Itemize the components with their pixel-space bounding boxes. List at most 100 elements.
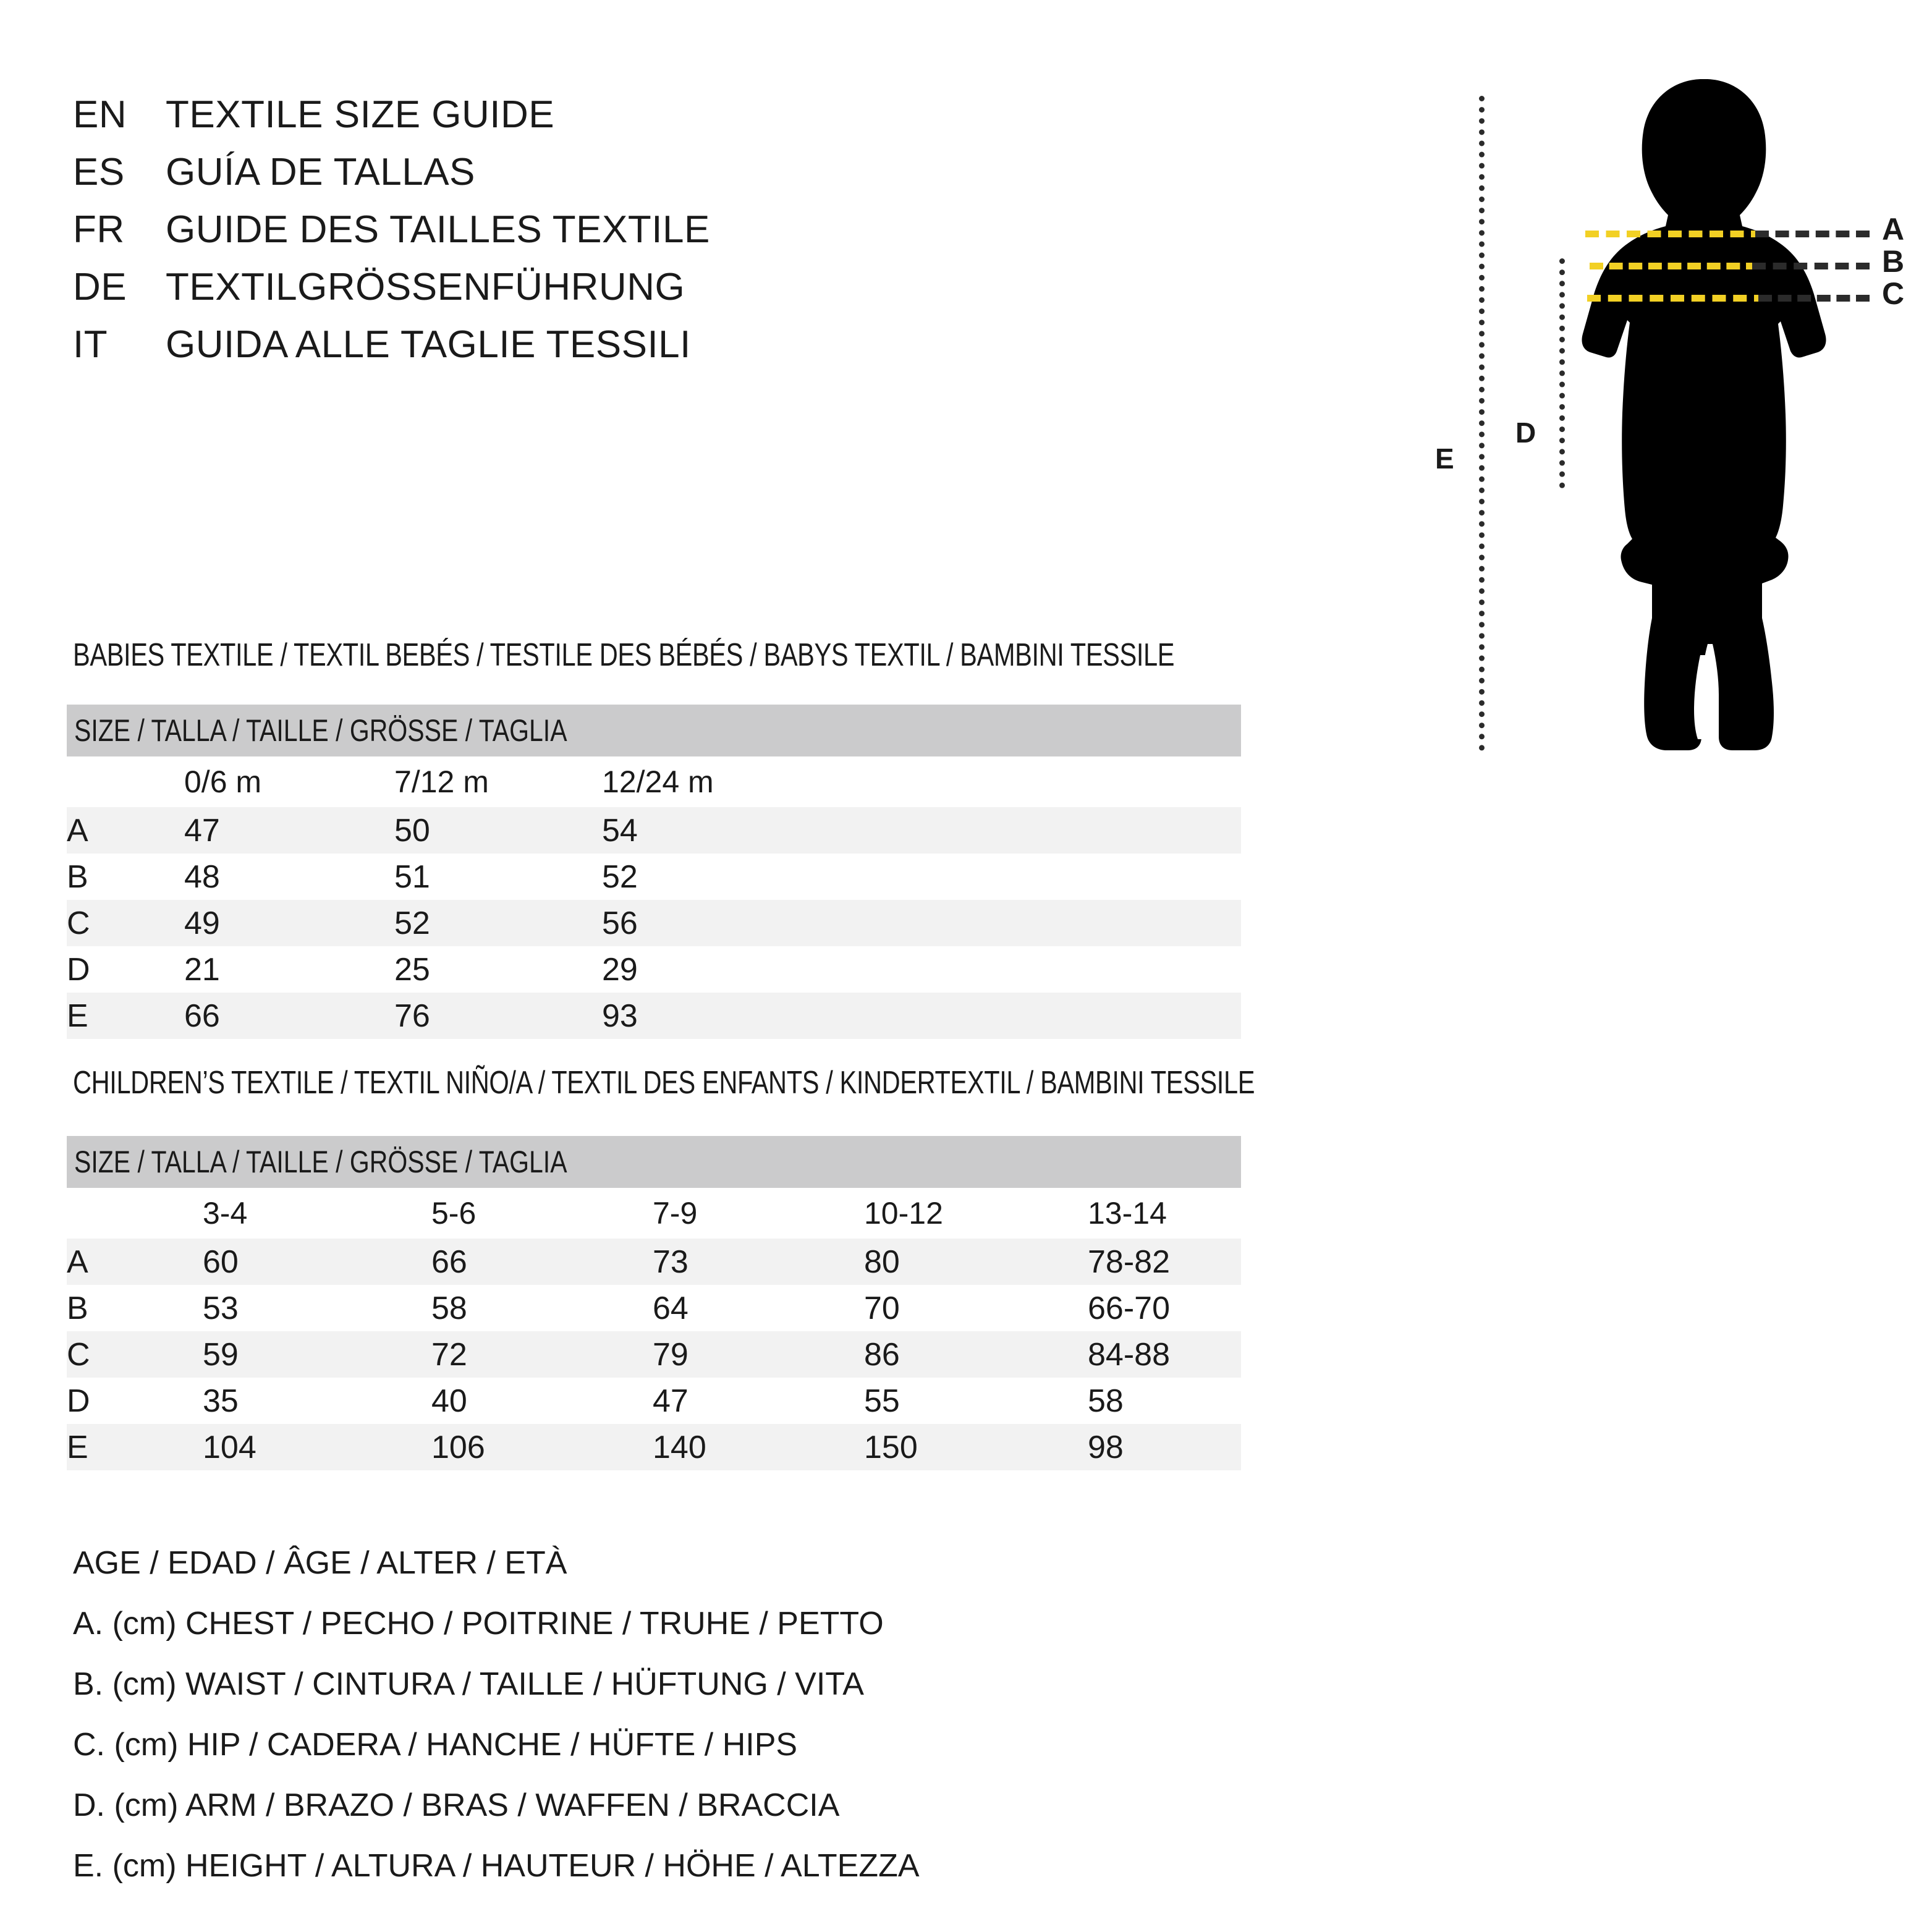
babies-cell-c-2: 56 xyxy=(602,900,1242,946)
babies-cell-a-0: 47 xyxy=(184,807,394,854)
children-cell-e-4: 98 xyxy=(1088,1424,1242,1470)
children-band-label: SIZE / TALLA / TAILLE / GRÖSSE / TAGLIA xyxy=(67,1136,1242,1188)
language-title-en: TEXTILE SIZE GUIDE xyxy=(166,93,555,136)
language-code-fr: FR xyxy=(73,208,125,251)
babies-size-table: SIZE / TALLA / TAILLE / GRÖSSE / TAGLIA … xyxy=(67,705,1242,1039)
children-cell-a-0: 60 xyxy=(203,1239,431,1285)
children-cell-d-4: 58 xyxy=(1088,1378,1242,1424)
table-row: B 53 58 64 70 66-70 xyxy=(67,1285,1242,1331)
language-row-es: ES GUÍA DE TALLAS xyxy=(73,150,1062,208)
table-row: A 47 50 54 xyxy=(67,807,1242,854)
chest-measure-line xyxy=(1585,231,1765,237)
language-title-de: TEXTILGRÖSSENFÜHRUNG xyxy=(166,266,685,308)
children-colhead-blank xyxy=(67,1188,203,1239)
legend-item-b: B. (cm) WAIST / CINTURA / TAILLE / HÜFTU… xyxy=(73,1666,864,1702)
children-cell-c-0: 59 xyxy=(203,1331,431,1378)
table-row: D 21 25 29 xyxy=(67,946,1242,993)
children-cell-a-2: 73 xyxy=(653,1239,864,1285)
babies-row-label-e: E xyxy=(67,993,184,1039)
language-title-it: GUIDA ALLE TAGLIE TESSILI xyxy=(166,323,691,366)
children-cell-d-1: 40 xyxy=(431,1378,653,1424)
children-cell-d-2: 47 xyxy=(653,1378,864,1424)
children-cell-b-0: 53 xyxy=(203,1285,431,1331)
children-row-label-d: D xyxy=(67,1378,203,1424)
babies-cell-d-2: 29 xyxy=(602,946,1242,993)
children-cell-c-3: 86 xyxy=(864,1331,1088,1378)
children-row-label-e: E xyxy=(67,1424,203,1470)
children-cell-d-0: 35 xyxy=(203,1378,431,1424)
babies-cell-e-0: 66 xyxy=(184,993,394,1039)
table-row: A 60 66 73 80 78-82 xyxy=(67,1239,1242,1285)
height-dimension-label: E xyxy=(1435,443,1454,475)
children-cell-a-3: 80 xyxy=(864,1239,1088,1285)
table-row: E 66 76 93 xyxy=(67,993,1242,1039)
waist-measure-line xyxy=(1590,263,1760,269)
table-row: C 49 52 56 xyxy=(67,900,1242,946)
measurement-legend: AGE / EDAD / ÂGE / ALTER / ETÀ A. (cm) C… xyxy=(73,1533,1124,1896)
children-cell-c-4: 84-88 xyxy=(1088,1331,1242,1378)
children-size-table: SIZE / TALLA / TAILLE / GRÖSSE / TAGLIA … xyxy=(67,1136,1242,1470)
language-row-fr: FR GUIDE DES TAILLES TEXTILE xyxy=(73,208,1062,265)
legend-item-e: E. (cm) HEIGHT / ALTURA / HAUTEUR / HÖHE… xyxy=(73,1848,920,1884)
waist-label-b: B xyxy=(1882,244,1905,279)
language-row-en: EN TEXTILE SIZE GUIDE xyxy=(73,93,1062,150)
babies-cell-d-0: 21 xyxy=(184,946,394,993)
babies-cell-c-0: 49 xyxy=(184,900,394,946)
children-cell-b-4: 66-70 xyxy=(1088,1285,1242,1331)
children-colhead-0: 3-4 xyxy=(203,1188,431,1239)
language-code-es: ES xyxy=(73,151,125,193)
table-row: E 104 106 140 150 98 xyxy=(67,1424,1242,1470)
babies-cell-e-1: 76 xyxy=(394,993,602,1039)
language-title-fr: GUIDE DES TAILLES TEXTILE xyxy=(166,208,710,251)
babies-cell-c-1: 52 xyxy=(394,900,602,946)
children-colhead-4: 13-14 xyxy=(1088,1188,1242,1239)
babies-row-label-a: A xyxy=(67,807,184,854)
waist-leader-line xyxy=(1752,263,1870,269)
arm-dimension-label: D xyxy=(1515,417,1536,449)
height-dimension-line xyxy=(1479,96,1485,751)
children-row-label-a: A xyxy=(67,1239,203,1285)
babies-cell-e-2: 93 xyxy=(602,993,1242,1039)
children-cell-a-1: 66 xyxy=(431,1239,653,1285)
babies-cell-b-2: 52 xyxy=(602,854,1242,900)
babies-row-label-d: D xyxy=(67,946,184,993)
babies-cell-d-1: 25 xyxy=(394,946,602,993)
language-row-de: DE TEXTILGRÖSSENFÜHRUNG xyxy=(73,265,1062,323)
language-code-it: IT xyxy=(73,323,108,366)
chest-label-a: A xyxy=(1882,212,1905,247)
babies-colhead-1: 7/12 m xyxy=(394,756,602,807)
babies-cell-a-2: 54 xyxy=(602,807,1242,854)
babies-cell-b-0: 48 xyxy=(184,854,394,900)
chest-leader-line xyxy=(1755,231,1870,237)
babies-colhead-0: 0/6 m xyxy=(184,756,394,807)
babies-row-label-b: B xyxy=(67,854,184,900)
children-colhead-3: 10-12 xyxy=(864,1188,1088,1239)
children-cell-e-0: 104 xyxy=(203,1424,431,1470)
children-cell-c-2: 79 xyxy=(653,1331,864,1378)
hip-leader-line xyxy=(1758,295,1870,302)
children-colhead-2: 7-9 xyxy=(653,1188,864,1239)
babies-cell-a-1: 50 xyxy=(394,807,602,854)
children-cell-b-3: 70 xyxy=(864,1285,1088,1331)
children-cell-d-3: 55 xyxy=(864,1378,1088,1424)
legend-age-line: AGE / EDAD / ÂGE / ALTER / ETÀ xyxy=(73,1545,567,1581)
children-cell-e-3: 150 xyxy=(864,1424,1088,1470)
language-code-de: DE xyxy=(73,266,127,308)
language-header-block: EN TEXTILE SIZE GUIDE ES GUÍA DE TALLAS … xyxy=(73,93,1062,380)
babies-row-label-c: C xyxy=(67,900,184,946)
hip-measure-line xyxy=(1587,295,1768,302)
legend-item-c: C. (cm) HIP / CADERA / HANCHE / HÜFTE / … xyxy=(73,1727,798,1763)
language-row-it: IT GUIDA ALLE TAGLIE TESSILI xyxy=(73,323,1062,380)
babies-band-label: SIZE / TALLA / TAILLE / GRÖSSE / TAGLIA xyxy=(67,705,1242,756)
babies-cell-b-1: 51 xyxy=(394,854,602,900)
babies-colhead-blank xyxy=(67,756,184,807)
babies-band-row: SIZE / TALLA / TAILLE / GRÖSSE / TAGLIA xyxy=(67,705,1242,756)
children-row-label-b: B xyxy=(67,1285,203,1331)
legend-item-d: D. (cm) ARM / BRAZO / BRAS / WAFFEN / BR… xyxy=(73,1787,840,1823)
language-code-en: EN xyxy=(73,93,127,136)
children-cell-b-2: 64 xyxy=(653,1285,864,1331)
legend-item-a: A. (cm) CHEST / PECHO / POITRINE / TRUHE… xyxy=(73,1606,884,1642)
child-silhouette-icon xyxy=(1582,79,1826,750)
children-cell-e-1: 106 xyxy=(431,1424,653,1470)
babies-column-header-row: 0/6 m 7/12 m 12/24 m xyxy=(67,756,1242,807)
